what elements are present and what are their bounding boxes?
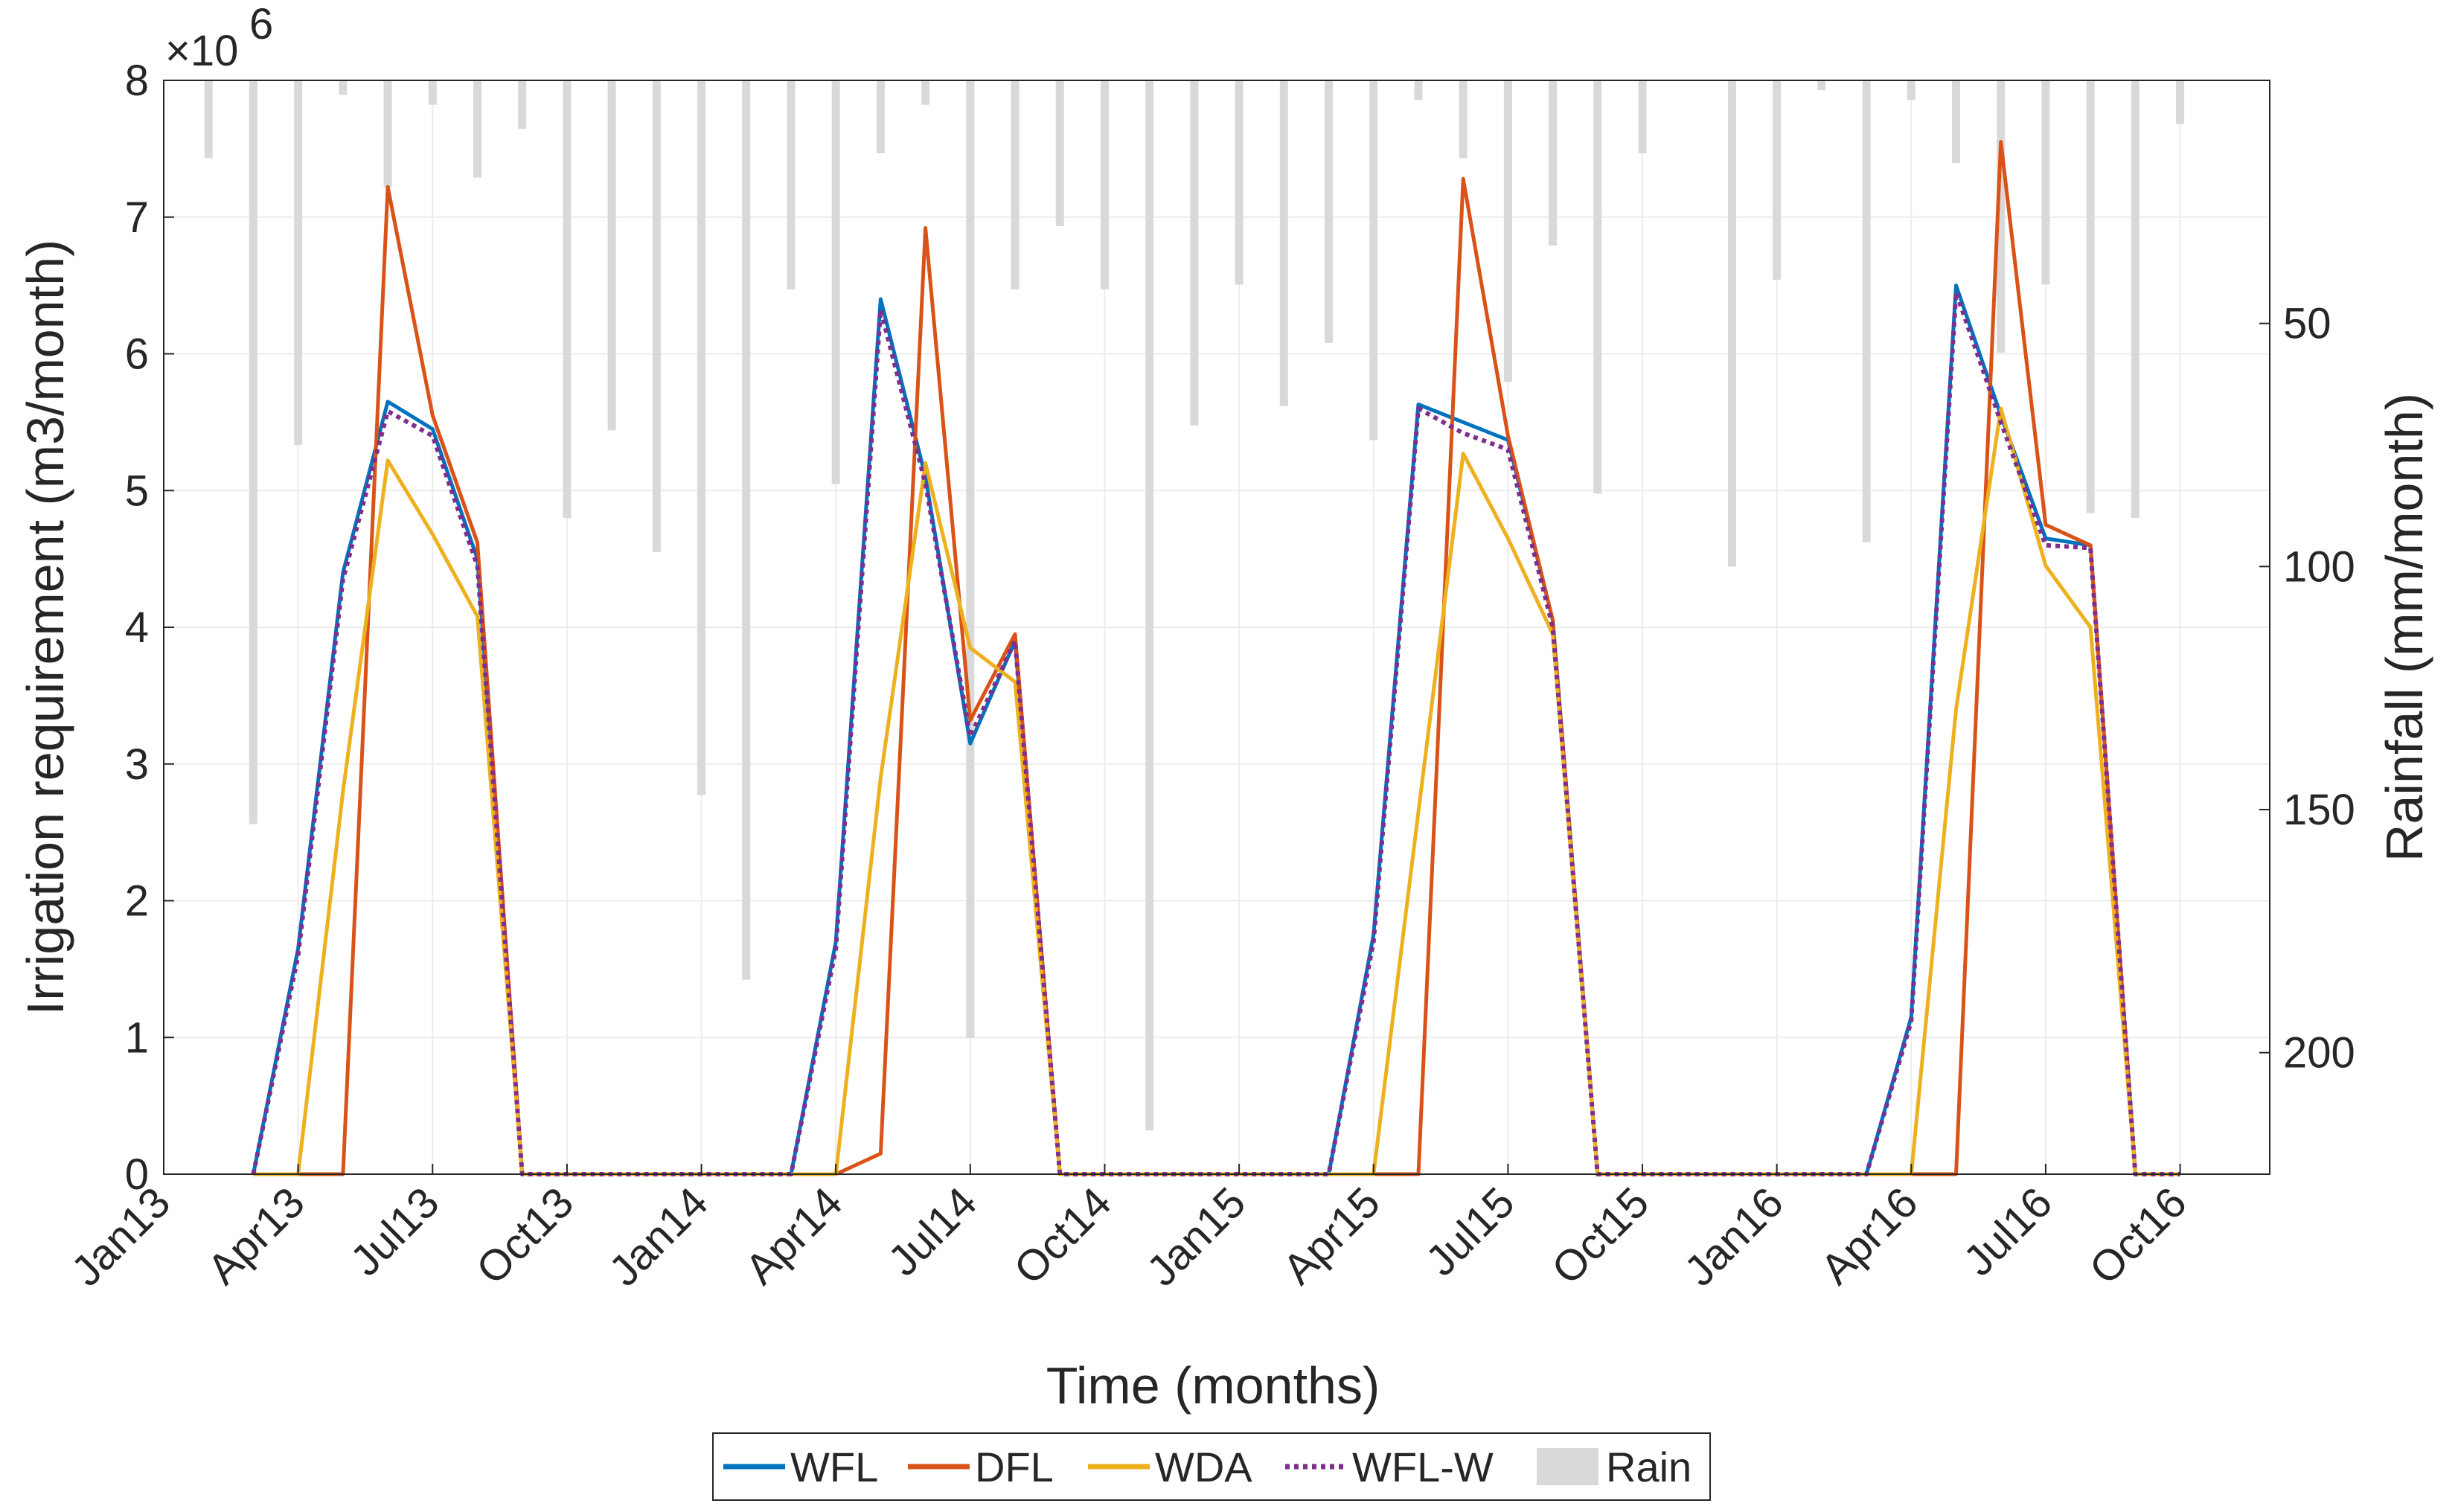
y-exponent-power: 6 (249, 0, 273, 48)
rain-bar (1952, 80, 1961, 164)
y2-axis-title: Rainfall (mm/month) (2375, 393, 2433, 862)
rain-bar (1817, 80, 1826, 91)
rain-bar (876, 80, 885, 153)
rain-bar (1325, 80, 1334, 343)
rain-bar (2086, 80, 2095, 513)
rain-bar (652, 80, 661, 552)
rain-bars (204, 80, 2185, 1131)
y2-tick-label: 200 (2283, 1029, 2355, 1077)
legend-label-wfl-w: WFL-W (1352, 1444, 1494, 1490)
rain-bar (294, 80, 303, 445)
rain-bar (1997, 80, 2006, 353)
legend-swatch-rain (1537, 1448, 1598, 1485)
rain-bar (1773, 80, 1782, 280)
rain-bar (966, 80, 975, 1039)
rain-bar (742, 80, 751, 980)
y-tick-label: 1 (125, 1013, 149, 1062)
y-tick-label: 7 (125, 193, 149, 242)
rain-bar (1638, 80, 1647, 153)
rain-bar (1593, 80, 1602, 494)
y-tick-label: 2 (125, 877, 149, 926)
y-tick-label: 5 (125, 467, 149, 515)
y-tick-label: 0 (125, 1150, 149, 1199)
rain-bar (2131, 80, 2139, 518)
rain-bar (1862, 80, 1871, 542)
rain-bar (428, 80, 437, 105)
rain-bar (1414, 80, 1423, 100)
rain-bar (831, 80, 840, 484)
rain-bar (1055, 80, 1064, 226)
rain-bar (204, 80, 213, 158)
rain-bar (339, 80, 348, 95)
rain-bar (1011, 80, 1020, 289)
rain-bar (1369, 80, 1378, 441)
rain-bar (1459, 80, 1468, 158)
y2-axis-ticks: 50 100 150 200 (2259, 300, 2355, 1077)
rain-bar (787, 80, 796, 289)
x-axis-title: Time (months) (1046, 1356, 1380, 1415)
rain-bar (1727, 80, 1736, 567)
rain-bar (2041, 80, 2050, 285)
y-tick-label: 8 (125, 57, 149, 105)
y2-tick-label: 150 (2283, 786, 2355, 834)
rain-bar (1100, 80, 1109, 289)
rain-bar (249, 80, 257, 824)
rain-bar (1145, 80, 1154, 1131)
rain-bar (518, 80, 527, 129)
y2-tick-label: 50 (2283, 300, 2331, 348)
legend-label-dfl: DFL (975, 1444, 1054, 1490)
y2-tick-label: 100 (2283, 542, 2355, 591)
rain-bar (2176, 80, 2185, 124)
rain-bar (563, 80, 572, 518)
y-axis-ticks: 0 1 2 3 4 5 6 7 8 (125, 57, 174, 1199)
rain-bar (1279, 80, 1288, 406)
y-tick-label: 4 (125, 603, 149, 652)
rain-bar (607, 80, 616, 431)
legend-label-wfl: WFL (790, 1444, 878, 1490)
rain-bar (473, 80, 481, 178)
rain-bar (383, 80, 392, 188)
rain-bar (697, 80, 706, 795)
legend-label-rain: Rain (1606, 1444, 1692, 1490)
y-tick-label: 3 (125, 740, 149, 789)
legend-label-wda: WDA (1155, 1444, 1252, 1490)
rain-bar (1235, 80, 1244, 285)
rain-bar (1190, 80, 1199, 426)
y-axis-title: Irrigation requirement (m3/month) (16, 240, 74, 1016)
rain-bar (921, 80, 930, 105)
rain-bar (1549, 80, 1558, 246)
rain-bar (1907, 80, 1915, 100)
legend: WFL DFL WDA WFL-W Rain (712, 1432, 1711, 1501)
rain-bar (1503, 80, 1512, 382)
y-exponent-base: ×10 (165, 27, 238, 75)
y-tick-label: 6 (125, 330, 149, 379)
